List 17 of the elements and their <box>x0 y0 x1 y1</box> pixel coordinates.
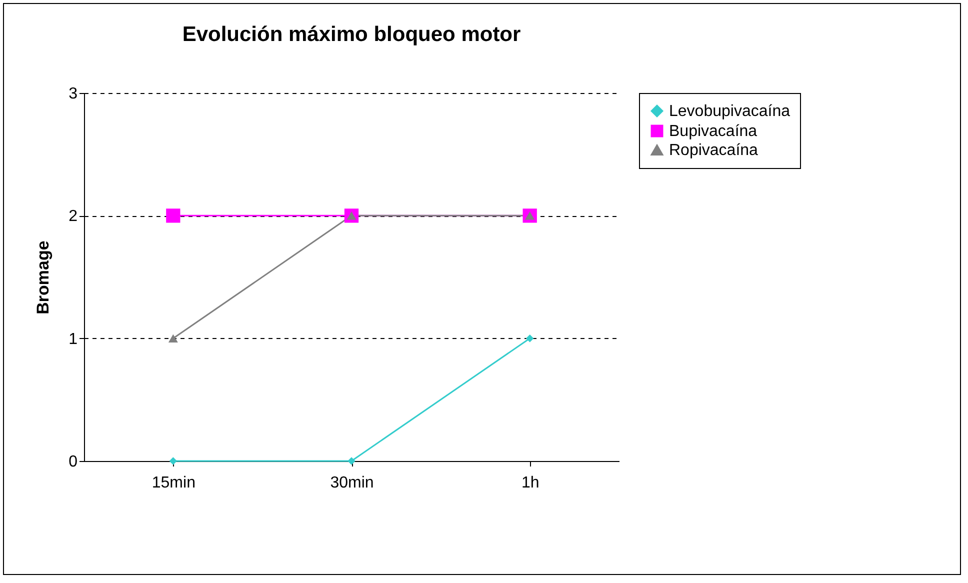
point <box>169 457 178 465</box>
y-tick-label: 3 <box>68 86 78 102</box>
legend-label: Levobupivacaína <box>669 103 790 120</box>
x-tick-label: 30min <box>330 474 374 492</box>
point <box>526 334 534 342</box>
x-tick-label: 15min <box>152 474 196 492</box>
x-tick-label: 1h <box>521 474 540 492</box>
chart-title: Evolución máximo bloqueo motor <box>182 23 521 46</box>
point <box>168 334 178 342</box>
legend-label: Ropivacaína <box>669 142 758 159</box>
point <box>348 457 356 465</box>
y-tick-label: 2 <box>68 208 78 226</box>
point <box>166 208 180 223</box>
y-tick-label: 0 <box>68 454 78 470</box>
y-axis-title: Bromage <box>34 240 53 314</box>
legend-label: Bupivacaína <box>669 123 758 140</box>
y-tick-label: 1 <box>68 330 78 348</box>
